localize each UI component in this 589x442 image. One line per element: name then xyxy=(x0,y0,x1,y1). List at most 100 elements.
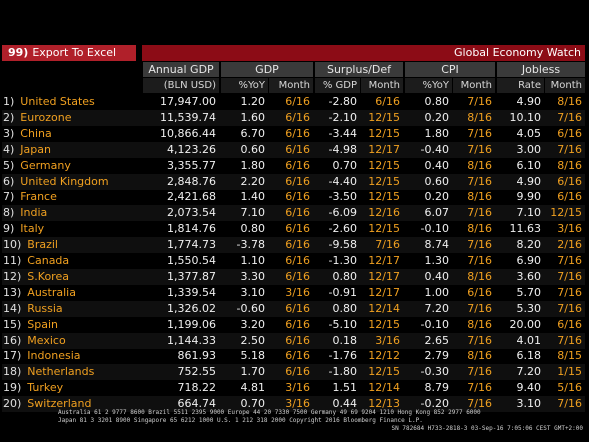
country-cell[interactable]: 7) France xyxy=(2,189,140,205)
cell-job-mo: 7/16 xyxy=(545,253,585,269)
country-cell[interactable]: 9) Italy xyxy=(2,221,140,237)
cell-sd-mo: 6/16 xyxy=(361,94,403,110)
cell-sd: -6.09 xyxy=(315,205,360,221)
cell-cpi-mo: 7/16 xyxy=(453,253,495,269)
cell-gdp: 861.93 xyxy=(143,348,219,364)
table-row[interactable]: 5) Germany 3,355.77 1.80 6/16 0.70 12/15 0.40 8/… xyxy=(2,158,585,174)
cell-job: 4.90 xyxy=(497,94,544,110)
cell-sd-mo: 12/12 xyxy=(361,348,403,364)
group-header-surplus-def: Surplus/Def xyxy=(315,62,403,77)
cell-sd: -1.80 xyxy=(315,364,360,380)
table-row[interactable]: 19) Turkey 718.22 4.81 3/16 1.51 12/14 8.79 7/16… xyxy=(2,380,585,396)
row-rank: 12) xyxy=(3,270,24,283)
cell-gdp: 1,339.54 xyxy=(143,285,219,301)
cell-cpi-mo: 7/16 xyxy=(453,126,495,142)
cell-gdp-yoy: 3.10 xyxy=(221,285,268,301)
table-row[interactable]: 14) Russia 1,326.02 -0.60 6/16 0.80 12/14 7.20 7… xyxy=(2,301,585,317)
row-rank: 2) xyxy=(3,111,17,124)
cell-cpi: -0.40 xyxy=(405,142,452,158)
cell-gdp-mo: 6/16 xyxy=(269,269,313,285)
table-row[interactable]: 9) Italy 1,814.76 0.80 6/16 -2.60 12/15 -0.10 8/… xyxy=(2,221,585,237)
country-name: Eurozone xyxy=(17,111,74,124)
row-rank: 8) xyxy=(3,206,17,219)
row-rank: 3) xyxy=(3,127,17,140)
country-cell[interactable]: 10) Brazil xyxy=(2,237,140,253)
table-row[interactable]: 3) China 10,866.44 6.70 6/16 -3.44 12/15 1.80 7/… xyxy=(2,126,585,142)
country-cell[interactable]: 16) Mexico xyxy=(2,333,140,349)
country-cell[interactable]: 2) Eurozone xyxy=(2,110,140,126)
cell-job-mo: 7/16 xyxy=(545,301,585,317)
export-to-excel-button[interactable]: 99) Export To Excel xyxy=(2,45,136,61)
country-cell[interactable]: 4) Japan xyxy=(2,142,140,158)
cell-job-mo: 7/16 xyxy=(545,142,585,158)
cell-cpi-mo: 7/16 xyxy=(453,94,495,110)
cell-gdp-yoy: 2.20 xyxy=(221,174,268,190)
cell-cpi-mo: 7/16 xyxy=(453,333,495,349)
cell-sd: -1.30 xyxy=(315,253,360,269)
cell-job: 5.70 xyxy=(497,285,544,301)
cell-gdp-mo: 6/16 xyxy=(269,142,313,158)
country-name: S.Korea xyxy=(24,270,72,283)
subheader-jobless-rate: Rate xyxy=(497,78,544,93)
cell-cpi-mo: 7/16 xyxy=(453,237,495,253)
cell-cpi-mo: 8/16 xyxy=(453,189,495,205)
country-cell[interactable]: 8) India xyxy=(2,205,140,221)
cell-gdp-yoy: 1.70 xyxy=(221,364,268,380)
cell-job: 10.10 xyxy=(497,110,544,126)
cell-job: 11.63 xyxy=(497,221,544,237)
country-cell[interactable]: 5) Germany xyxy=(2,158,140,174)
cell-cpi-mo: 7/16 xyxy=(453,380,495,396)
cell-sd: -4.98 xyxy=(315,142,360,158)
country-cell[interactable]: 15) Spain xyxy=(2,317,140,333)
cell-sd: 0.70 xyxy=(315,158,360,174)
table-row[interactable]: 17) Indonesia 861.93 5.18 6/16 -1.76 12/12 2.79… xyxy=(2,348,585,364)
country-cell[interactable]: 6) United Kingdom xyxy=(2,174,140,190)
cell-gdp-yoy: 4.81 xyxy=(221,380,268,396)
cell-gdp-mo: 3/16 xyxy=(269,285,313,301)
cell-gdp-yoy: -3.78 xyxy=(221,237,268,253)
table-row[interactable]: 2) Eurozone 11,539.74 1.60 6/16 -2.10 12/15 0.2… xyxy=(2,110,585,126)
country-cell[interactable]: 3) China xyxy=(2,126,140,142)
cell-gdp-yoy: -0.60 xyxy=(221,301,268,317)
table-row[interactable]: 4) Japan 4,123.26 0.60 6/16 -4.98 12/17 -0.40 7/… xyxy=(2,142,585,158)
table-row[interactable]: 15) Spain 1,199.06 3.20 6/16 -5.10 12/15 -0.10 8… xyxy=(2,317,585,333)
table-row[interactable]: 7) France 2,421.68 1.40 6/16 -3.50 12/15 0.20 8/… xyxy=(2,189,585,205)
country-cell[interactable]: 19) Turkey xyxy=(2,380,140,396)
export-button-label: Export To Excel xyxy=(32,46,116,59)
footer-contacts-line1: Australia 61 2 9777 8600 Brazil 5511 239… xyxy=(58,409,583,417)
cell-sd-mo: 12/15 xyxy=(361,221,403,237)
table-row[interactable]: 10) Brazil 1,774.73 -3.78 6/16 -9.58 7/16 8.74 7… xyxy=(2,237,585,253)
footer-contacts-line2: Japan 81 3 3201 8900 Singapore 65 6212 1… xyxy=(58,417,583,425)
cell-sd: -9.58 xyxy=(315,237,360,253)
country-cell[interactable]: 11) Canada xyxy=(2,253,140,269)
cell-sd: -3.50 xyxy=(315,189,360,205)
country-cell[interactable]: 14) Russia xyxy=(2,301,140,317)
country-cell[interactable]: 13) Australia xyxy=(2,285,140,301)
table-row[interactable]: 16) Mexico 1,144.33 2.50 6/16 0.18 3/16 2.65 7/1… xyxy=(2,333,585,349)
row-rank: 11) xyxy=(3,254,24,267)
table-row[interactable]: 12) S.Korea 1,377.87 3.30 6/16 0.80 12/17 0.40 8… xyxy=(2,269,585,285)
country-cell[interactable]: 17) Indonesia xyxy=(2,348,140,364)
cell-gdp-mo: 6/16 xyxy=(269,205,313,221)
table-row[interactable]: 18) Netherlands 752.55 1.70 6/16 -1.80 12/15 -0… xyxy=(2,364,585,380)
row-rank: 9) xyxy=(3,222,17,235)
country-cell[interactable]: 18) Netherlands xyxy=(2,364,140,380)
table-row[interactable]: 1) United States 17,947.00 1.20 6/16 -2.80 6/1… xyxy=(2,94,585,110)
cell-sd: -5.10 xyxy=(315,317,360,333)
country-cell[interactable]: 1) United States xyxy=(2,94,140,110)
cell-cpi: 0.40 xyxy=(405,158,452,174)
table-row[interactable]: 8) India 2,073.54 7.10 6/16 -6.09 12/16 6.07 7/1… xyxy=(2,205,585,221)
country-name: Italy xyxy=(17,222,47,235)
subheader-sd-month: Month xyxy=(361,78,403,93)
cell-gdp-yoy: 1.40 xyxy=(221,189,268,205)
table-row[interactable]: 6) United Kingdom 2,848.76 2.20 6/16 -4.40 12/… xyxy=(2,174,585,190)
cell-gdp: 11,539.74 xyxy=(143,110,219,126)
country-cell[interactable]: 12) S.Korea xyxy=(2,269,140,285)
cell-cpi-mo: 8/16 xyxy=(453,110,495,126)
cell-cpi-mo: 7/16 xyxy=(453,364,495,380)
country-name: Netherlands xyxy=(24,365,97,378)
cell-job: 4.01 xyxy=(497,333,544,349)
table-row[interactable]: 13) Australia 1,339.54 3.10 3/16 -0.91 12/17 1.… xyxy=(2,285,585,301)
table-row[interactable]: 11) Canada 1,550.54 1.10 6/16 -1.30 12/17 1.30 7… xyxy=(2,253,585,269)
cell-sd-mo: 3/16 xyxy=(361,333,403,349)
